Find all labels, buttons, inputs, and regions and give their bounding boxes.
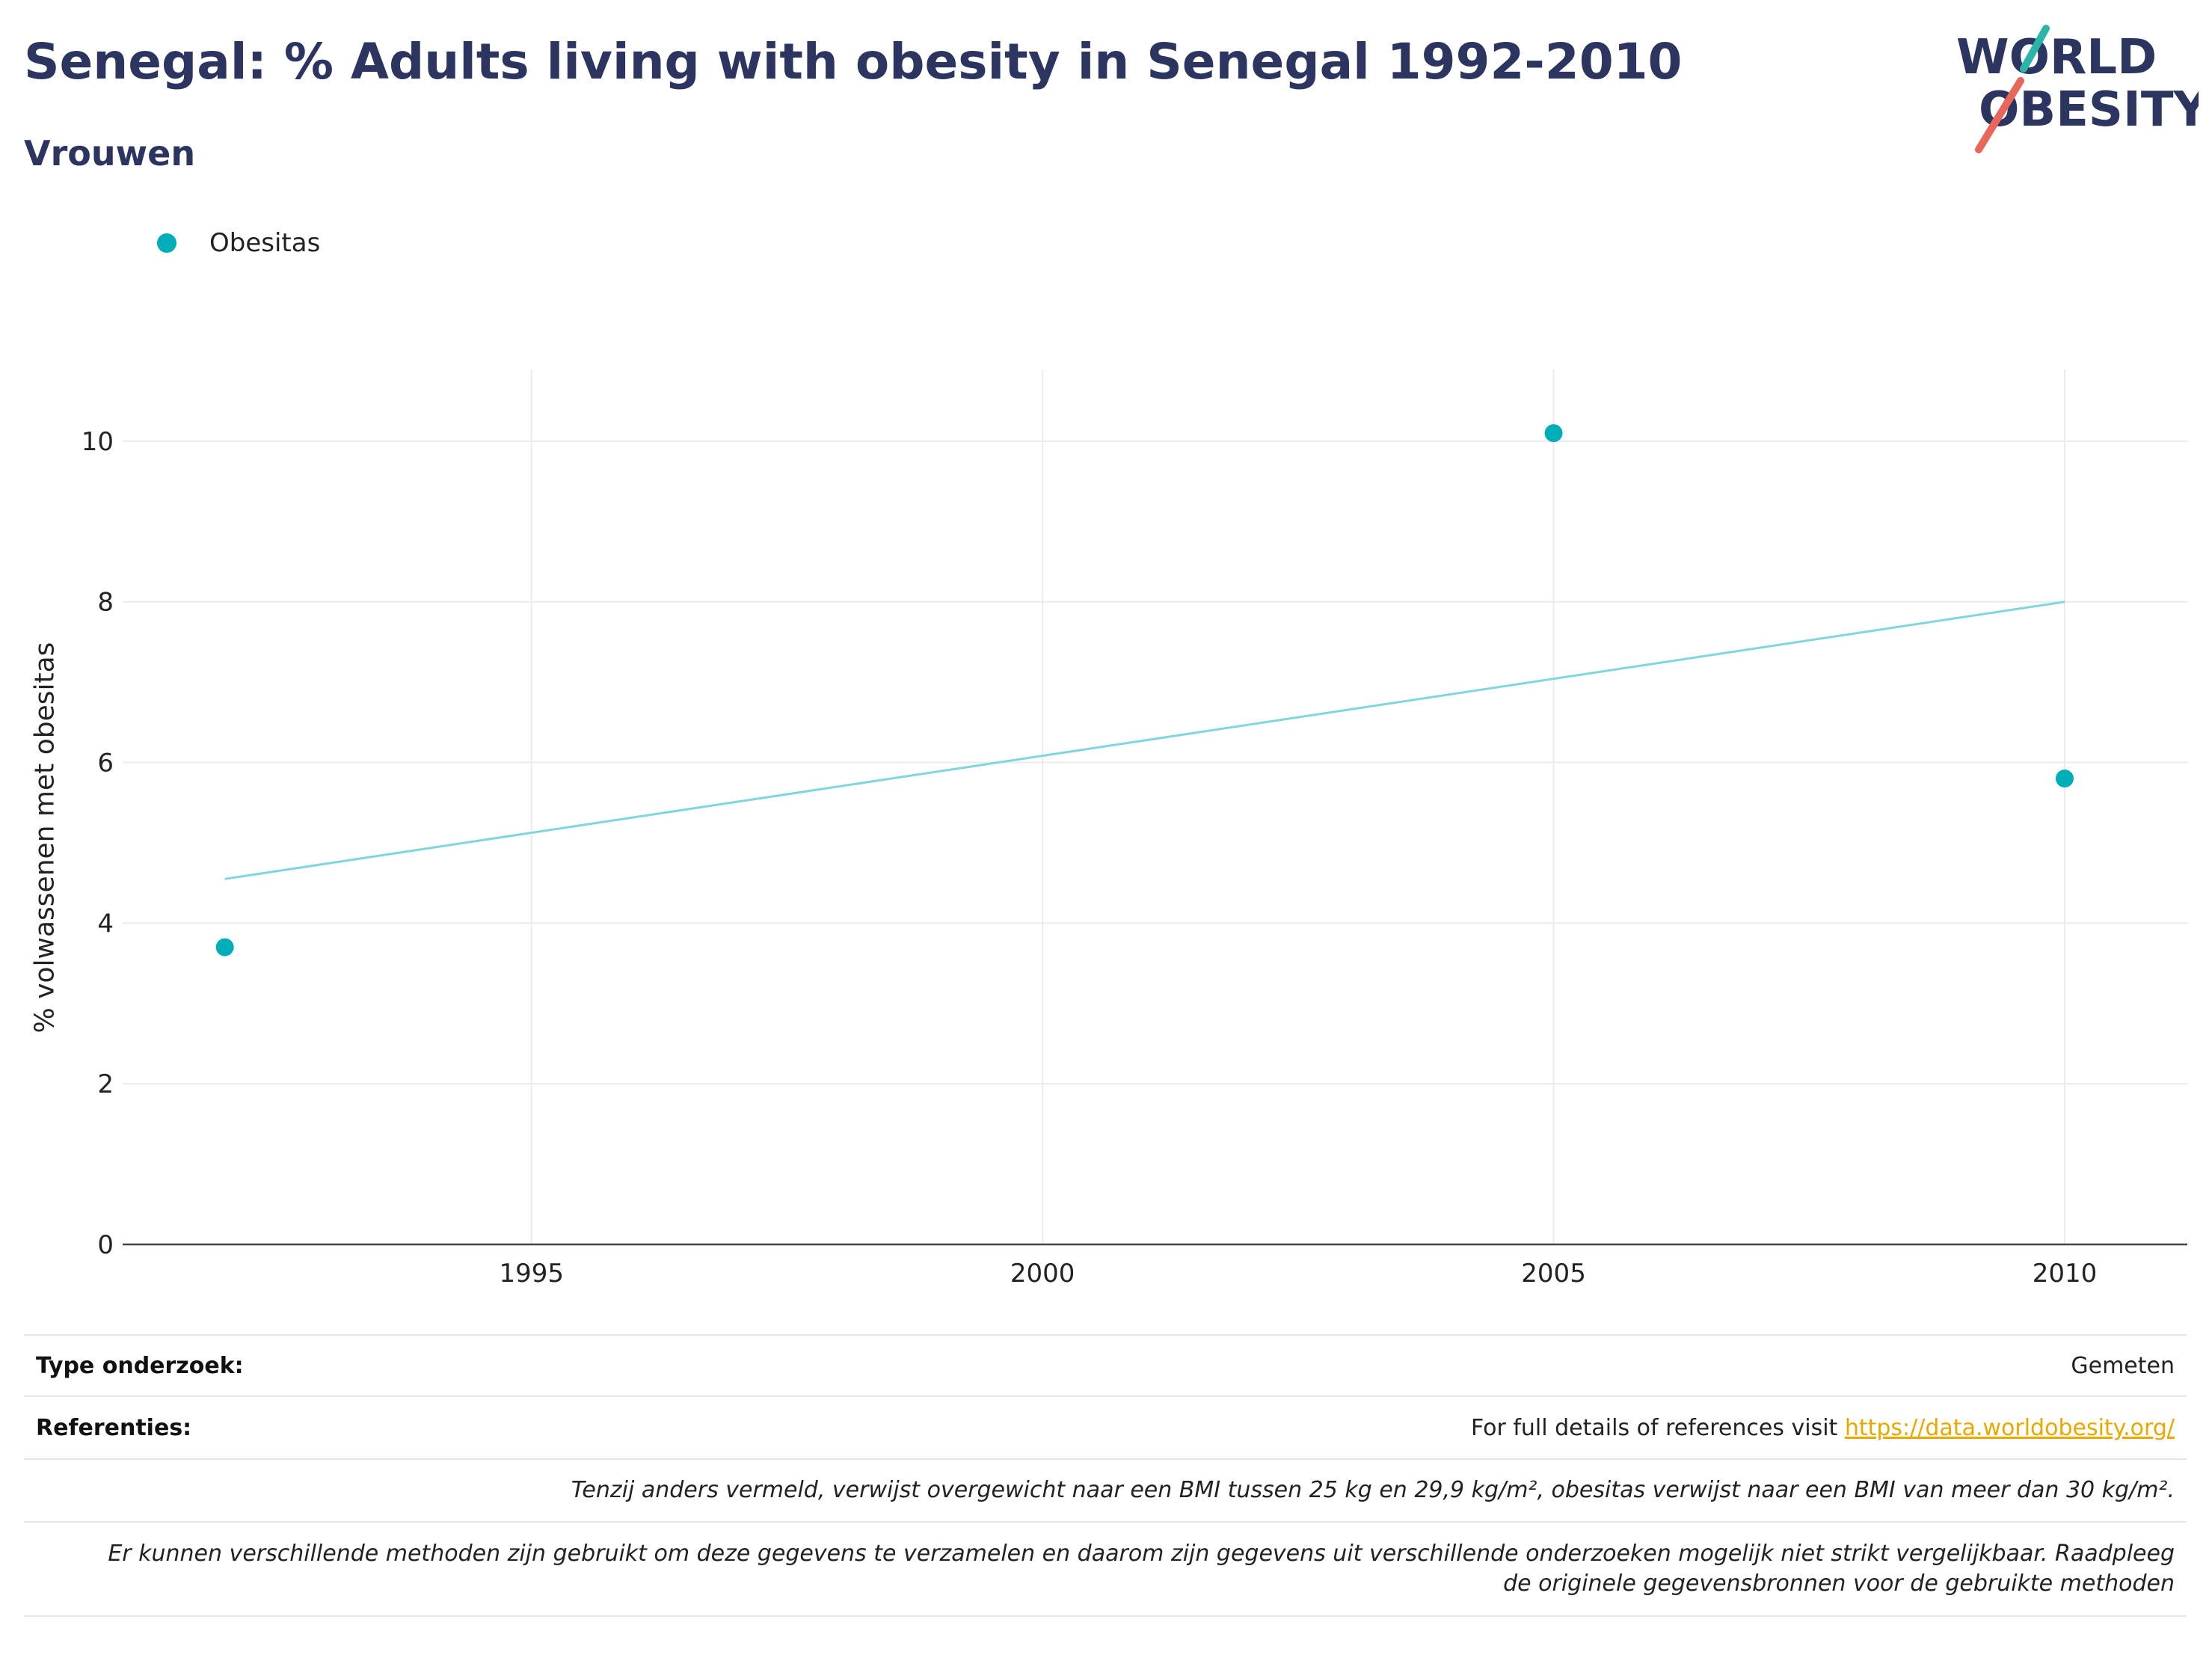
y-tick-label-2: 2 bbox=[97, 1069, 114, 1099]
chart-subtitle: Vrouwen bbox=[24, 133, 196, 174]
data-point-1992[interactable] bbox=[215, 938, 234, 957]
y-tick-label-0: 0 bbox=[97, 1230, 114, 1260]
references-link[interactable]: https://data.worldobesity.org/ bbox=[1844, 1414, 2175, 1441]
survey-type-label: Type onderzoek: bbox=[36, 1352, 244, 1379]
x-tick-label-2010: 2010 bbox=[2033, 1259, 2098, 1289]
methods-note-line1: Er kunnen verschillende methoden zijn ge… bbox=[108, 1541, 2175, 1567]
survey-type-row: Type onderzoek: Gemeten bbox=[24, 1334, 2187, 1395]
legend-marker-obesitas bbox=[157, 233, 176, 253]
scatter-chart: 0 2 4 6 8 10 1995 2000 2005 2010 bbox=[82, 369, 2187, 1289]
info-table: Type onderzoek: Gemeten Referenties: For… bbox=[24, 1334, 2187, 1617]
y-tick-label-8: 8 bbox=[97, 588, 114, 618]
references-value: For full details of references visit htt… bbox=[1471, 1415, 2175, 1441]
definition-note: Tenzij anders vermeld, verwijst overgewi… bbox=[571, 1477, 2175, 1503]
gridlines bbox=[123, 369, 2187, 1244]
trendline-obesitas bbox=[224, 601, 2065, 880]
logo-coral-stroke bbox=[1975, 77, 2024, 153]
y-tick-label-10: 10 bbox=[82, 427, 114, 457]
y-tick-label-6: 6 bbox=[97, 749, 114, 779]
legend-label-obesitas: Obesitas bbox=[209, 228, 321, 258]
y-tick-label-4: 4 bbox=[97, 909, 114, 939]
trendline bbox=[224, 601, 2065, 880]
world-obesity-logo: WORLD OBESITY bbox=[1956, 25, 2199, 153]
axes: 0 2 4 6 8 10 1995 2000 2005 2010 bbox=[82, 427, 2187, 1289]
references-text: For full details of references visit bbox=[1470, 1414, 1845, 1441]
methods-note: Er kunnen verschillende methoden zijn ge… bbox=[108, 1539, 2175, 1599]
legend[interactable]: Obesitas bbox=[157, 227, 320, 259]
data-point-2010[interactable] bbox=[2055, 770, 2074, 788]
chart-title: Senegal: % Adults living with obesity in… bbox=[24, 33, 1683, 90]
x-tick-label-2005: 2005 bbox=[1521, 1259, 1586, 1289]
survey-type-value: Gemeten bbox=[2071, 1352, 2175, 1379]
references-label: Referenties: bbox=[36, 1414, 192, 1441]
methods-note-line2: de originele gegevensbronnen voor de geb… bbox=[1503, 1570, 2175, 1597]
x-tick-label-2000: 2000 bbox=[1010, 1259, 1075, 1289]
data-point-2005[interactable] bbox=[1544, 424, 1563, 443]
definition-note-row: Tenzij anders vermeld, verwijst overgewi… bbox=[24, 1458, 2187, 1521]
methods-note-row: Er kunnen verschillende methoden zijn ge… bbox=[24, 1521, 2187, 1617]
x-tick-label-1995: 1995 bbox=[499, 1259, 564, 1289]
data-points[interactable] bbox=[215, 424, 2074, 957]
references-row: Referenties: For full details of referen… bbox=[24, 1395, 2187, 1458]
logo-teal-stroke bbox=[2020, 25, 2050, 73]
logo-text-world: WORLD bbox=[1956, 30, 2157, 85]
